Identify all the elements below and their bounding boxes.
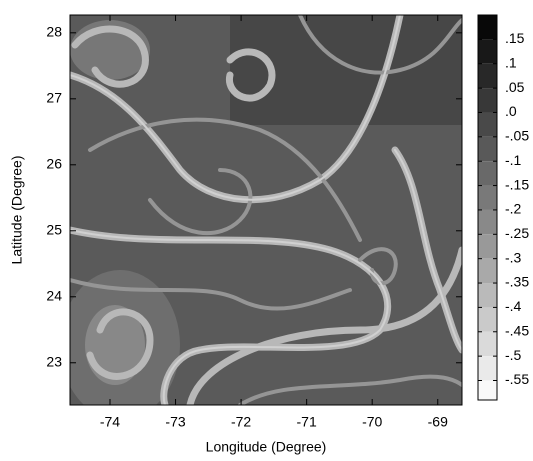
colorbar-tick-label: -.1	[505, 152, 522, 168]
colorbar-band	[478, 209, 497, 235]
colorbar-tick-label: -.05	[505, 128, 529, 144]
field	[70, 15, 462, 405]
colorbar-band	[478, 234, 497, 259]
colorbar-band	[478, 331, 497, 357]
colorbar-band	[478, 258, 497, 284]
colorbar-band	[478, 283, 497, 308]
colorbar-tick-label: .05	[505, 79, 525, 95]
colorbar-tick-label: -.35	[505, 274, 529, 290]
colorbar-band	[478, 380, 497, 400]
colorbar-band	[478, 112, 497, 137]
colorbar-tick-label: -.15	[505, 176, 529, 192]
x-tick-label: -73	[165, 414, 185, 430]
colorbar-tick-label: .15	[505, 30, 525, 46]
colorbar-band	[478, 15, 497, 40]
colorbar-band	[478, 356, 497, 381]
y-axis-label: Latitude (Degree)	[9, 156, 25, 265]
colorbar-band	[478, 88, 497, 113]
x-tick-label: -71	[297, 414, 317, 430]
y-tick-label: 27	[46, 90, 62, 106]
colorbar-tick-label: -.4	[505, 298, 522, 314]
colorbar-tick-label: -.45	[505, 322, 529, 338]
x-tick-label: -70	[362, 414, 382, 430]
colorbar-tick-label: -.2	[505, 201, 522, 217]
y-tick-label: 28	[46, 24, 62, 40]
colorbar-tick-label: .1	[505, 54, 517, 70]
x-tick-label: -69	[428, 414, 448, 430]
y-tick-label: 24	[46, 287, 62, 303]
colorbar-band	[478, 39, 497, 64]
colorbar-tick-label: .0	[505, 103, 517, 119]
colorbar-band	[478, 63, 497, 89]
colorbar-tick-label: -.25	[505, 225, 529, 241]
colorbar-tick-label: -.55	[505, 371, 529, 387]
x-tick-label: -74	[100, 414, 120, 430]
colorbar-band	[478, 136, 497, 162]
colorbar-tick-label: -.5	[505, 347, 522, 363]
plot-frame	[69, 14, 463, 406]
y-tick-label: 26	[46, 156, 62, 172]
y-tick-label: 25	[46, 221, 62, 237]
x-tick-label: -72	[231, 414, 251, 430]
colorbar-band	[478, 185, 497, 210]
x-axis-label: Longitude (Degree)	[206, 439, 327, 455]
y-tick-label: 23	[46, 353, 62, 369]
colorbar-band	[478, 161, 497, 186]
colorbar-frame	[477, 14, 498, 401]
colorbar-tick-label: -.3	[505, 249, 522, 265]
colorbar-band	[478, 307, 497, 332]
